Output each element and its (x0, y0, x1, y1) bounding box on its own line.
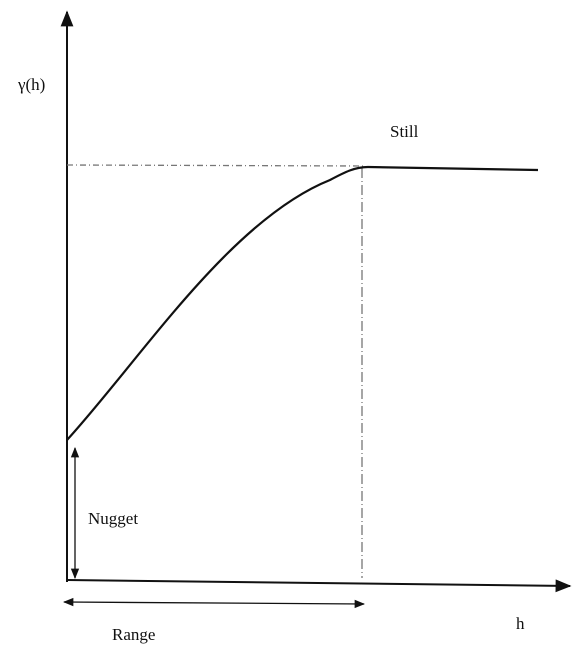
range-label: Range (112, 625, 155, 644)
nugget-label: Nugget (88, 509, 138, 528)
sill-guide (66, 164, 366, 167)
range-arrow (62, 597, 366, 609)
variogram-curve (66, 165, 539, 441)
x-axis (66, 579, 572, 593)
sill-label: Still (390, 122, 419, 141)
x-axis-label: h (516, 614, 525, 633)
y-axis-label: γ(h) (17, 75, 45, 94)
